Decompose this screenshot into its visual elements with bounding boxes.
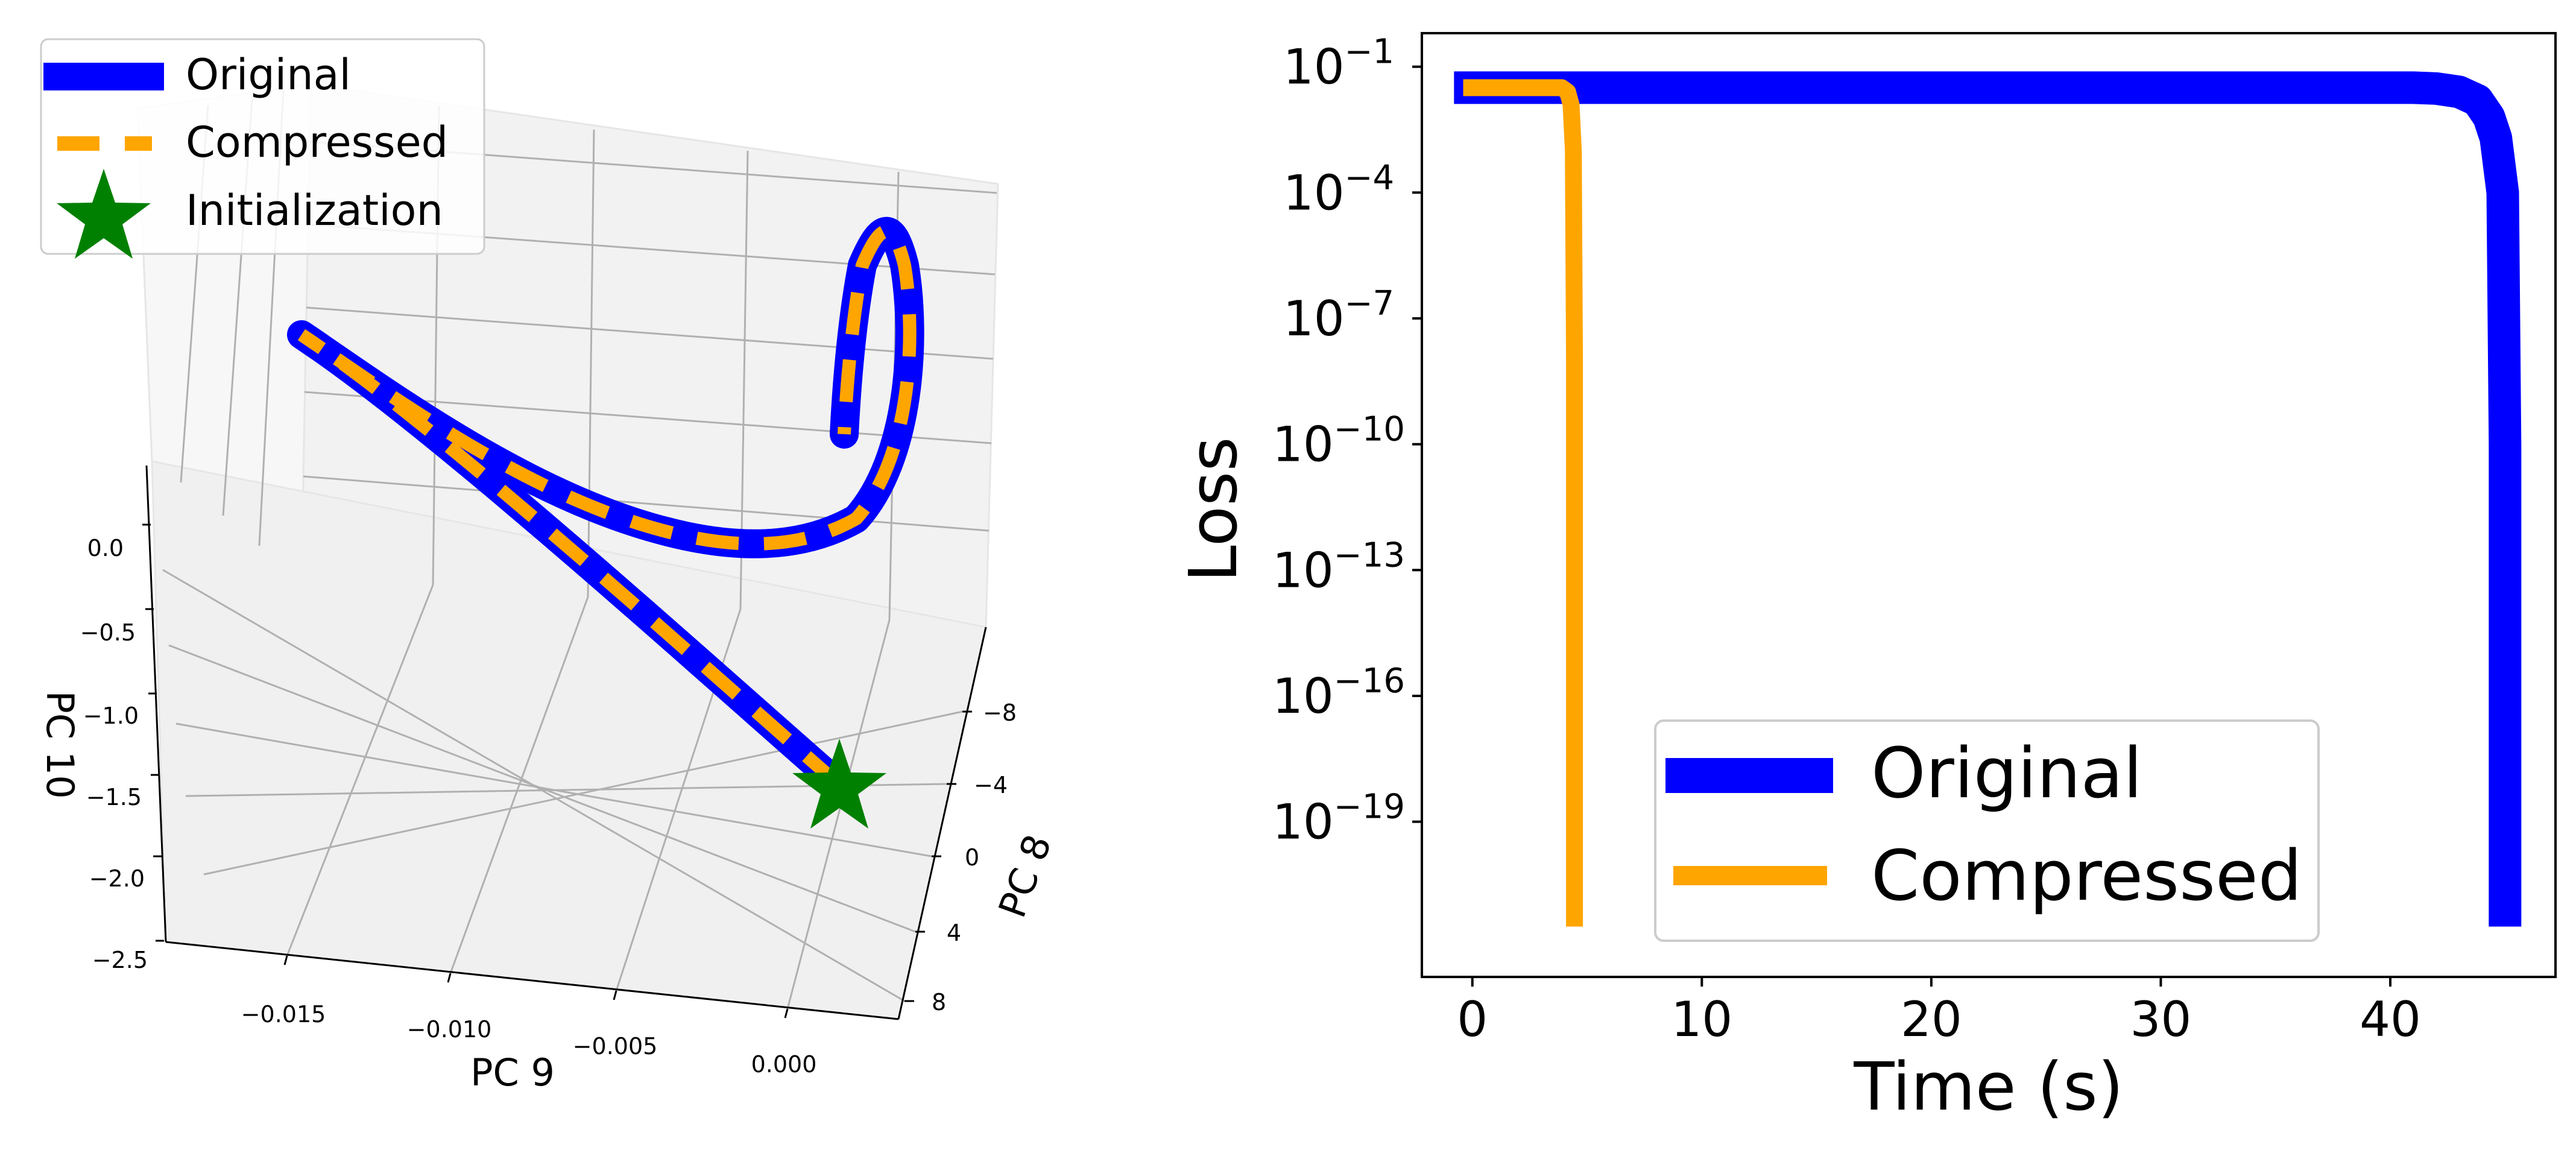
x-tick-label: −0.015 xyxy=(241,1001,326,1028)
y-axis-label: Loss xyxy=(1175,437,1252,582)
y-axis-line xyxy=(897,627,987,1020)
x-axis-label: Time (s) xyxy=(1853,1048,2123,1125)
y-tick-label: 10−4 xyxy=(1283,158,1394,221)
y-tick-label: 10−19 xyxy=(1272,788,1405,850)
z-axis-line xyxy=(145,465,167,943)
y-ticks: 10−1 10−4 10−7 10−10 10−13 10−16 10−19 xyxy=(1272,33,1422,850)
x-tick-label: 0.000 xyxy=(751,1051,817,1078)
plot-loss-vs-time: 0 10 20 30 40 10−110−410−710−1010−1310−1610−… xyxy=(1175,32,2557,1125)
y-tick-exponent: −19 xyxy=(1334,788,1405,827)
legend-3d-frame xyxy=(40,38,485,255)
x-axis-label: PC 9 xyxy=(470,1050,555,1095)
z-axis-label: PC 10 xyxy=(38,690,82,798)
x-ticks: 0 10 20 30 40 xyxy=(1457,977,2421,1047)
y-tick-exponent: −10 xyxy=(1334,410,1405,449)
y-tick-exponent: −13 xyxy=(1334,536,1405,575)
z-tick-label: 0.0 xyxy=(87,535,124,561)
series-line-compressed xyxy=(1463,79,1583,927)
y-tick-label: 4 xyxy=(947,920,961,946)
z-tick-label: −0.5 xyxy=(80,619,136,646)
legend-compressed-label: Compressed xyxy=(186,118,448,167)
y-tick-label: 8 xyxy=(932,989,946,1016)
legend-initialization-label: Initialization xyxy=(186,186,443,235)
x-tick-labels: −0.015 −0.010 −0.005 0.000 xyxy=(241,1001,817,1078)
initialization-star-marker xyxy=(792,739,886,829)
z-tick-label: −1.0 xyxy=(83,703,139,729)
z-tick-label: −2.0 xyxy=(89,865,145,892)
legend-original-label: Original xyxy=(1871,733,2142,814)
legend-loss: Original Compressed xyxy=(1654,719,2320,942)
x-tick-label: −0.005 xyxy=(573,1033,658,1060)
legend-original-label: Original xyxy=(186,50,351,100)
x-axis-line xyxy=(165,941,899,1020)
loss-series-group xyxy=(1454,71,2522,927)
axis-lines xyxy=(145,465,987,1020)
y-tick-label: 10−16 xyxy=(1272,662,1405,724)
trajectory-compressed xyxy=(297,224,917,789)
y-tick-label: −8 xyxy=(983,700,1017,726)
z-tick-labels: 0.0 −0.5 −1.0 −1.5 −2.0 −2.5 xyxy=(80,535,148,973)
legend-compressed-label: Compressed xyxy=(1871,836,2302,917)
y-tick-label: 10−13 xyxy=(1272,536,1405,598)
y-tick-labels: −8 −4 0 4 8 xyxy=(932,700,1017,1016)
x-tick-label: 20 xyxy=(1901,991,1962,1047)
legend-3d: Original Compressed Initialization xyxy=(40,38,485,259)
z-tick-label: −1.5 xyxy=(86,784,142,810)
legend-initialization-star xyxy=(57,169,151,259)
series-line-original xyxy=(1454,71,2522,927)
plot-3d-trajectory: 0.0 −0.5 −1.0 −1.5 −2.0 −2.5 −0.015 −0.0… xyxy=(38,38,1060,1095)
z-tick-label: −2.5 xyxy=(92,947,148,973)
y-tick-exponent: −1 xyxy=(1345,33,1395,72)
y-tick-label: 0 xyxy=(965,844,979,871)
y-tick-label: −4 xyxy=(974,772,1008,798)
y-tick-exponent: −4 xyxy=(1345,158,1395,197)
x-tick-label: 30 xyxy=(2130,991,2192,1047)
y-tick-exponent: −16 xyxy=(1334,662,1405,701)
y-axis-label: PC 8 xyxy=(990,829,1060,923)
x-tick-label: 40 xyxy=(2360,991,2421,1047)
x-tick-label: 10 xyxy=(1671,991,1732,1047)
y-tick-label: 10−7 xyxy=(1283,284,1394,347)
tick-marks xyxy=(142,523,972,1019)
y-tick-label: 10−1 xyxy=(1283,33,1394,95)
y-tick-exponent: −7 xyxy=(1345,284,1395,323)
x-tick-label: −0.010 xyxy=(407,1016,492,1043)
x-tick-label: 0 xyxy=(1457,991,1488,1047)
y-tick-label: 10−10 xyxy=(1272,410,1405,473)
